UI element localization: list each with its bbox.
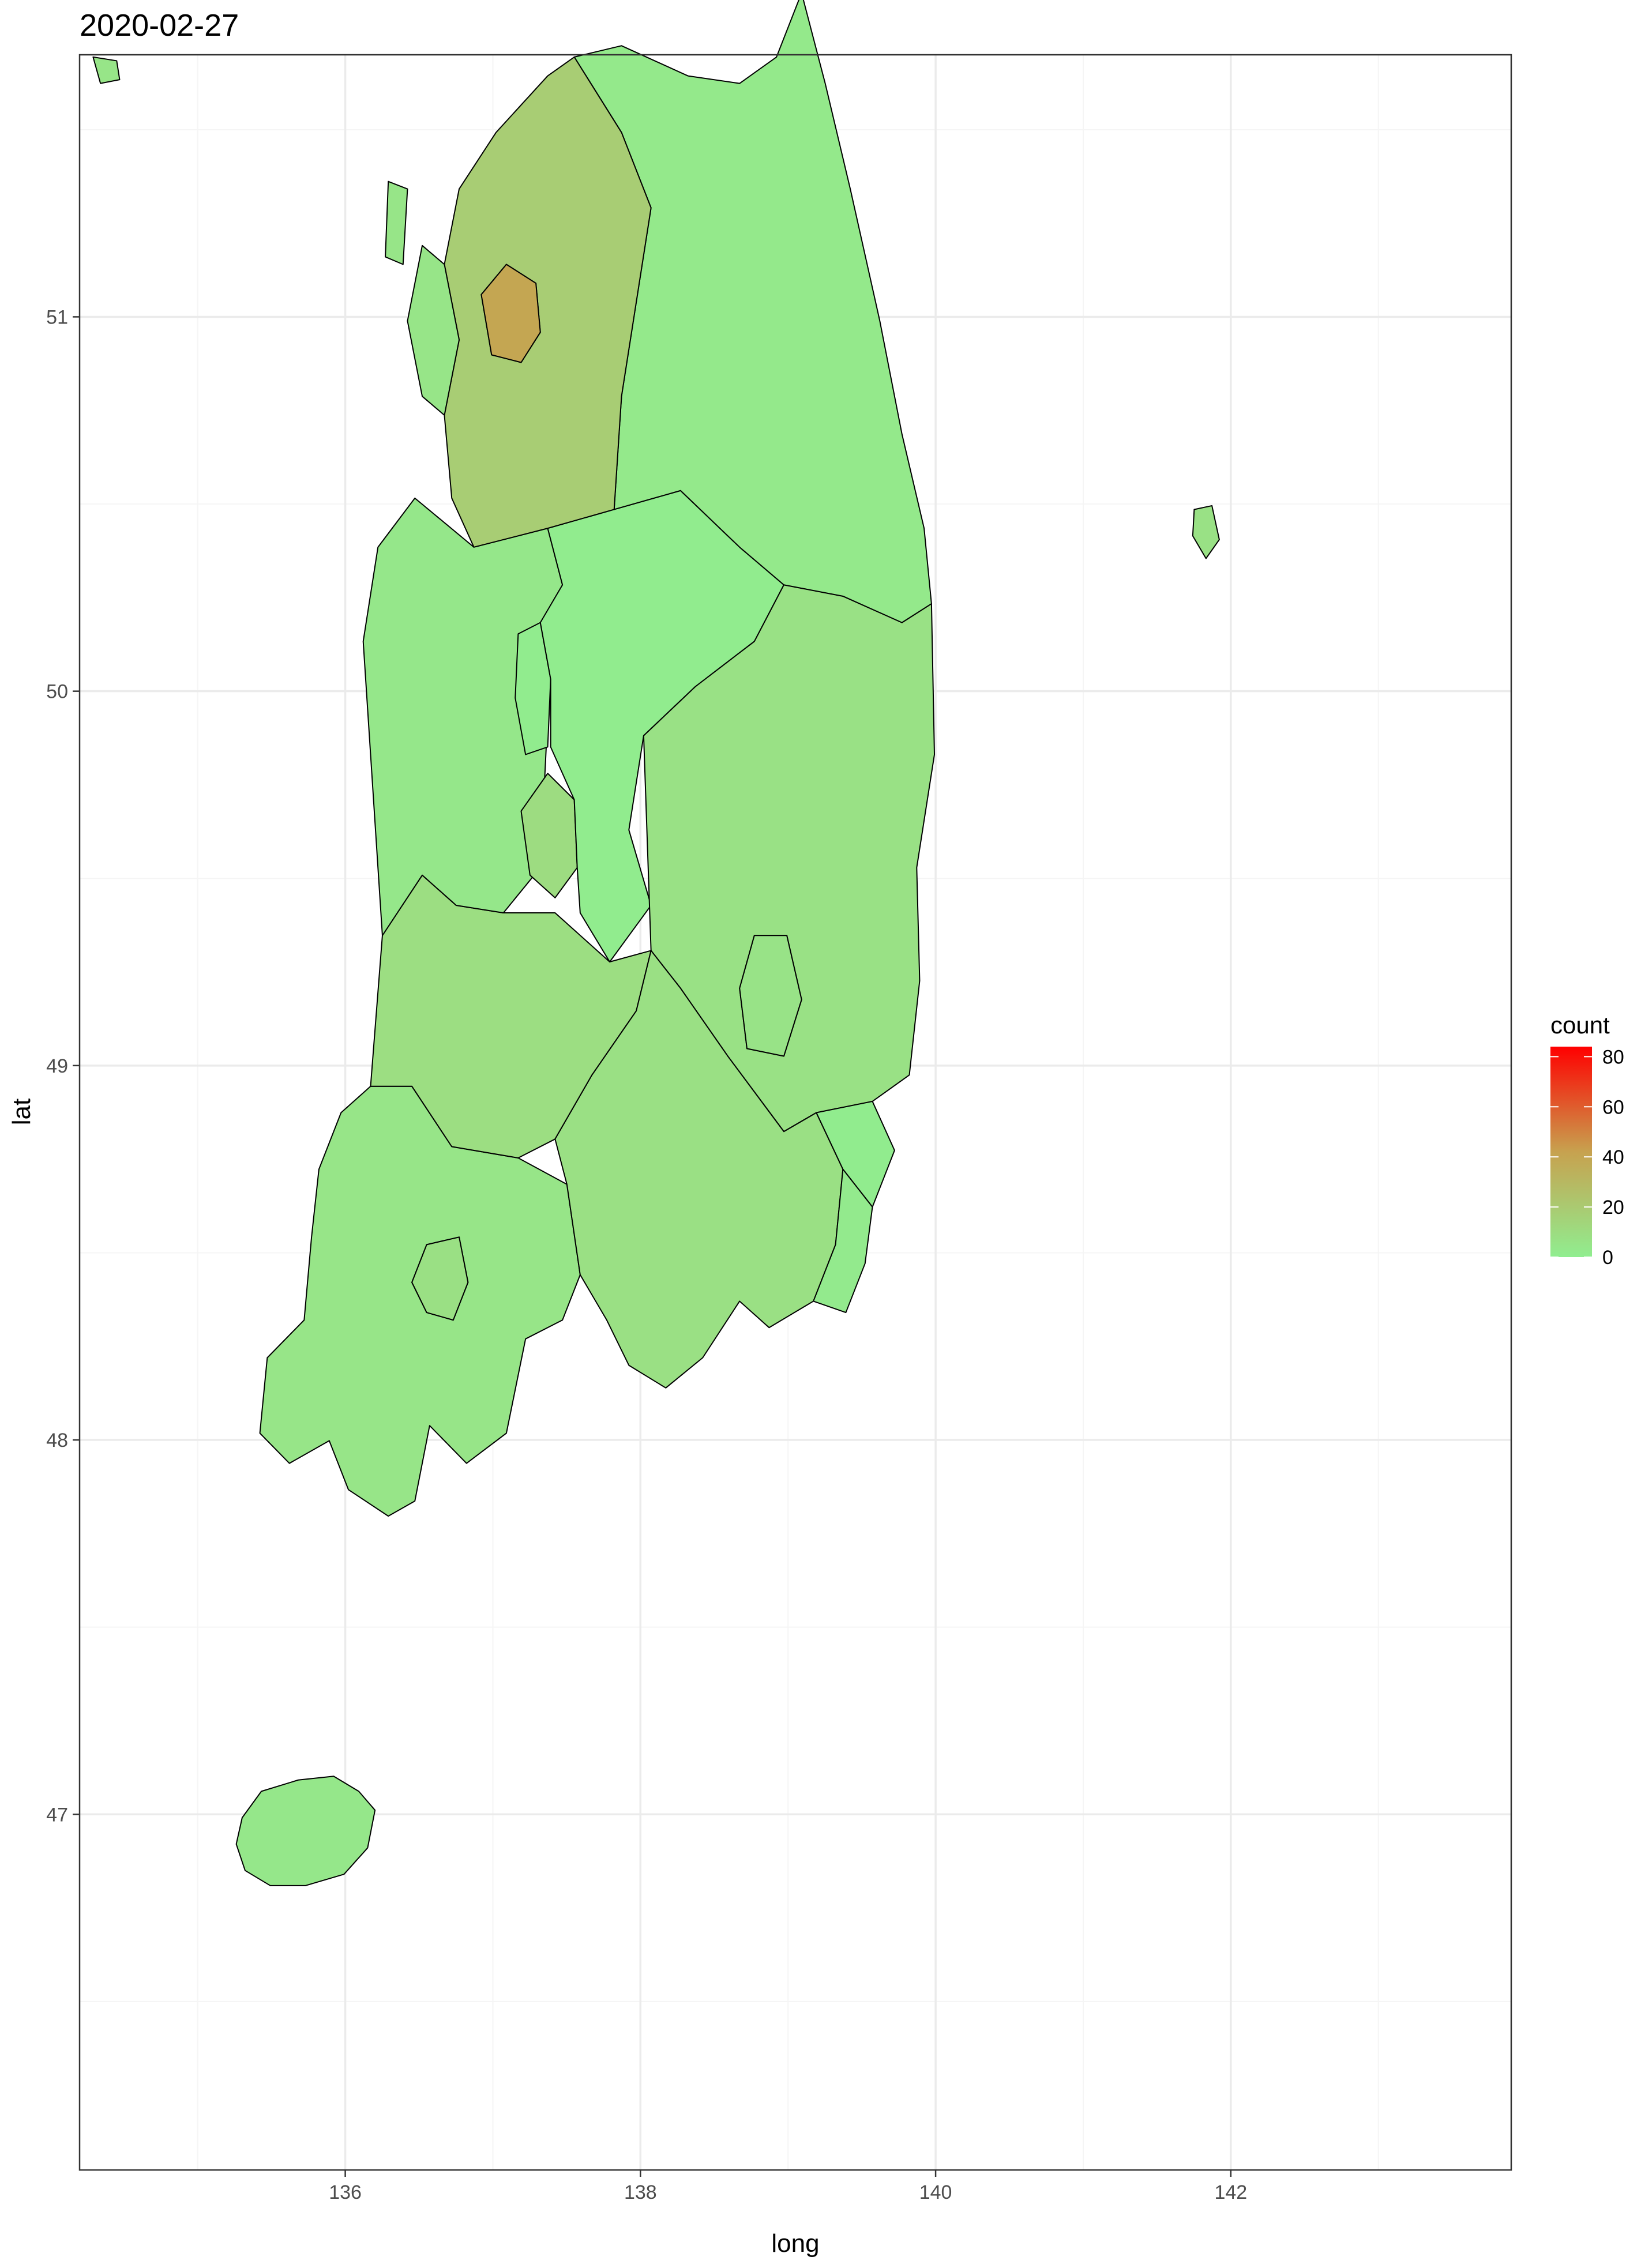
region-daegu xyxy=(739,935,801,1056)
legend-tick-label: 20 xyxy=(1602,1197,1624,1218)
x-tick-label: 136 xyxy=(329,2182,362,2203)
y-tick-label: 49 xyxy=(46,1055,68,1077)
legend-tick-label: 40 xyxy=(1602,1146,1624,1168)
x-tick-label: 142 xyxy=(1214,2182,1247,2203)
x-tick-label: 140 xyxy=(919,2182,952,2203)
region-incheon-island xyxy=(93,57,119,84)
y-tick-label: 47 xyxy=(46,1804,68,1826)
y-tick-label: 48 xyxy=(46,1430,68,1451)
y-tick-label: 50 xyxy=(46,681,68,703)
x-axis-title: long xyxy=(771,2229,819,2258)
legend-colorbar xyxy=(1550,1047,1592,1257)
y-tick-label: 51 xyxy=(46,306,68,328)
legend-tick-label: 60 xyxy=(1602,1096,1624,1118)
legend-title: count xyxy=(1550,1011,1610,1039)
region-gwangju xyxy=(412,1237,468,1320)
legend-ticks: 0 20 40 60 80 xyxy=(1550,1046,1624,1269)
x-tick-label: 138 xyxy=(624,2182,657,2203)
region-jeju xyxy=(236,1776,375,1886)
x-axis: 136 138 140 142 xyxy=(329,2170,1247,2203)
y-axis: 47 48 49 50 51 xyxy=(46,306,80,1826)
region-incheon xyxy=(385,182,459,415)
panel-border xyxy=(78,54,1512,2171)
region-ulsan xyxy=(816,1101,895,1207)
chart-title: 2020-02-27 xyxy=(80,8,239,43)
region-seoul xyxy=(481,264,540,362)
region-gyeongbuk-island xyxy=(1193,506,1219,559)
legend-tick-label: 0 xyxy=(1602,1247,1613,1269)
map-regions xyxy=(93,0,1219,1886)
y-axis-title: lat xyxy=(7,1099,36,1125)
legend-tick-label: 80 xyxy=(1602,1046,1624,1068)
region-busan xyxy=(813,1169,872,1312)
legend: count 0 20 40 60 80 xyxy=(1550,1011,1624,1269)
